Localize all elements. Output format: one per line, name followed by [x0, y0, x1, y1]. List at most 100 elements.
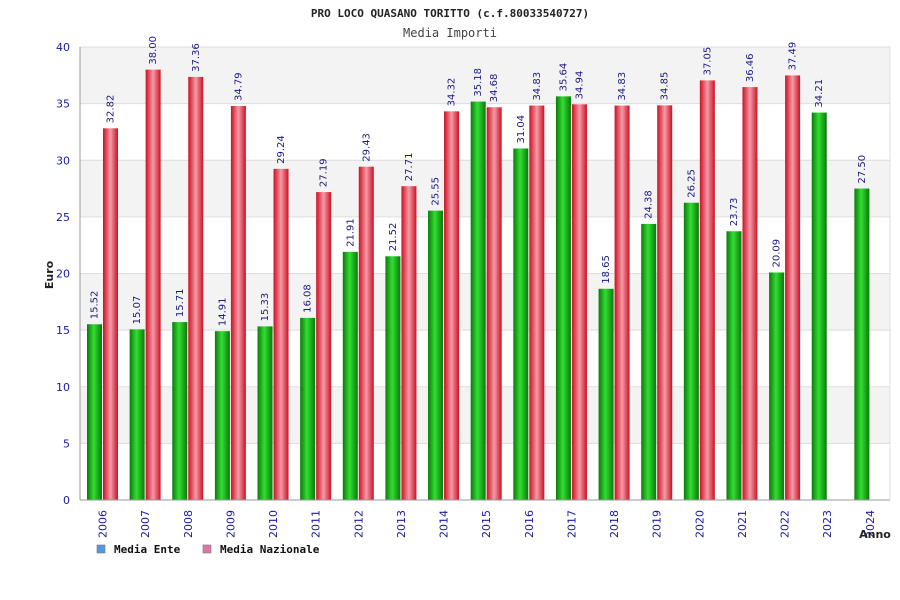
- chart-subtitle: Media Importi: [403, 26, 497, 40]
- data-label: 25.55: [431, 177, 442, 206]
- data-label: 20.09: [772, 239, 783, 268]
- bar-media-ente: [854, 188, 870, 500]
- data-label: 37.36: [191, 43, 202, 72]
- data-label: 31.04: [516, 115, 527, 144]
- bar-media-ente: [641, 223, 657, 501]
- data-labels: 15.52 15.07 15.71 14.91 15.33 16.08 21.91 21.52…: [90, 36, 868, 326]
- bar-media-ente: [598, 288, 614, 500]
- bar-media-nazionale: [401, 186, 417, 500]
- data-label: 21.52: [388, 223, 399, 252]
- y-tick-label: 5: [63, 437, 70, 450]
- x-axis-label: Anno: [859, 528, 891, 541]
- x-tick-label: 2007: [139, 510, 152, 538]
- legend-label: Media Nazionale: [220, 543, 320, 556]
- x-tick-labels: 2006 2007 2008 2009 2010 2011 2012 2013 2014 2015…: [97, 510, 877, 538]
- bar-media-nazionale: [614, 105, 630, 501]
- legend: Media Ente Media Nazionale: [96, 543, 320, 556]
- bar-media-ente: [811, 112, 827, 500]
- y-tick-label: 0: [63, 494, 70, 507]
- x-tick-label: 2010: [267, 510, 280, 538]
- data-label: 35.18: [473, 68, 484, 97]
- x-tick-label: 2021: [736, 510, 749, 538]
- bar-media-ente: [172, 322, 188, 500]
- bar-media-ente: [257, 326, 273, 500]
- bar-media-nazionale: [188, 76, 204, 500]
- bar-media-nazionale: [273, 168, 289, 500]
- data-label: 34.85: [660, 72, 671, 101]
- data-label: 15.52: [90, 291, 101, 320]
- y-tick-label: 10: [56, 381, 70, 394]
- data-label: 36.46: [745, 53, 756, 82]
- data-label: 27.71: [404, 153, 415, 182]
- legend-swatch: [96, 544, 106, 554]
- axes: [79, 47, 891, 501]
- y-tick-label: 20: [56, 268, 70, 281]
- bar-media-nazionale: [358, 166, 374, 500]
- bar-media-ente: [513, 148, 529, 501]
- x-tick-label: 2017: [565, 510, 578, 538]
- data-label: 37.05: [702, 47, 713, 76]
- y-tick-label: 25: [56, 211, 70, 224]
- data-label: 32.82: [106, 95, 117, 124]
- chart-title: PRO LOCO QUASANO TORITTO (c.f.8003354072…: [311, 7, 589, 20]
- bar-media-nazionale: [657, 105, 673, 500]
- bar-media-nazionale: [571, 104, 587, 500]
- y-tick-label: 30: [56, 154, 70, 167]
- data-label: 16.08: [303, 284, 314, 313]
- x-tick-label: 2023: [821, 510, 834, 538]
- data-label: 18.65: [601, 255, 612, 284]
- x-tick-label: 2016: [523, 510, 536, 538]
- bar-media-nazionale: [230, 106, 246, 501]
- x-tick-label: 2008: [182, 510, 195, 538]
- bar-media-ente: [385, 256, 401, 500]
- bar-media-ente: [214, 331, 230, 500]
- data-label: 24.38: [644, 190, 655, 219]
- bar-media-nazionale: [785, 75, 801, 500]
- bar-media-ente: [300, 317, 316, 500]
- x-tick-label: 2020: [693, 510, 706, 538]
- x-tick-label: 2019: [651, 510, 664, 538]
- data-label: 14.91: [217, 298, 228, 327]
- data-label: 34.83: [532, 72, 543, 101]
- data-label: 34.32: [447, 78, 458, 107]
- bar-media-ente: [683, 202, 699, 500]
- x-tick-label: 2012: [352, 510, 365, 538]
- bar-media-nazionale: [486, 107, 502, 501]
- data-label: 15.07: [132, 296, 143, 325]
- data-label: 26.25: [686, 169, 697, 198]
- legend-swatch: [202, 544, 212, 554]
- bar-media-ente: [769, 272, 785, 500]
- x-tick-label: 2015: [480, 510, 493, 538]
- data-label: 23.73: [729, 198, 740, 227]
- y-axis-label: Euro: [43, 260, 56, 289]
- bar-media-nazionale: [699, 80, 715, 500]
- x-tick-label: 2011: [310, 510, 323, 538]
- y-tick-label: 35: [56, 98, 70, 111]
- x-tick-label: 2018: [608, 510, 621, 538]
- data-label: 29.24: [276, 135, 287, 164]
- data-label: 21.91: [345, 218, 356, 247]
- y-tick-label: 40: [56, 41, 70, 54]
- bar-media-nazionale: [145, 69, 161, 501]
- data-label: 34.83: [617, 72, 628, 101]
- bars: [87, 69, 870, 501]
- bar-media-ente: [428, 210, 444, 501]
- data-label: 15.71: [175, 288, 186, 317]
- data-label: 34.21: [814, 79, 825, 108]
- data-label: 34.68: [489, 74, 500, 103]
- bar-media-ente: [555, 96, 571, 500]
- data-label: 38.00: [148, 36, 159, 65]
- legend-label: Media Ente: [114, 543, 181, 556]
- x-tick-label: 2009: [224, 510, 237, 538]
- bar-media-ente: [726, 231, 742, 500]
- x-tick-label: 2022: [779, 510, 792, 538]
- x-tick-label: 2014: [438, 510, 451, 538]
- bar-media-nazionale: [444, 111, 460, 501]
- bar-media-nazionale: [529, 105, 545, 501]
- data-label: 29.43: [361, 133, 372, 162]
- bar-media-nazionale: [316, 192, 332, 501]
- data-label: 35.64: [558, 63, 569, 92]
- data-label: 27.19: [319, 158, 330, 187]
- data-label: 34.94: [574, 71, 585, 100]
